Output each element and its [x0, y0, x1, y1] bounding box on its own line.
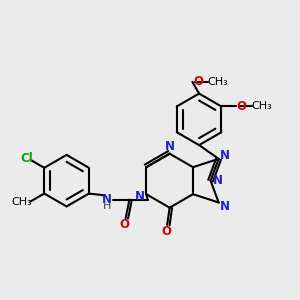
Text: N: N: [220, 149, 230, 162]
Text: O: O: [119, 218, 130, 232]
Text: N: N: [102, 193, 112, 206]
Text: H: H: [103, 201, 112, 211]
Text: Cl: Cl: [20, 152, 33, 165]
Text: CH₃: CH₃: [11, 196, 32, 206]
Text: N: N: [134, 190, 144, 203]
Text: O: O: [161, 225, 171, 238]
Text: N: N: [165, 140, 175, 153]
Text: N: N: [220, 200, 230, 213]
Text: CH₃: CH₃: [251, 101, 272, 111]
Text: CH₃: CH₃: [208, 77, 229, 87]
Text: N: N: [213, 174, 223, 187]
Text: O: O: [236, 100, 247, 113]
Text: O: O: [194, 75, 203, 88]
